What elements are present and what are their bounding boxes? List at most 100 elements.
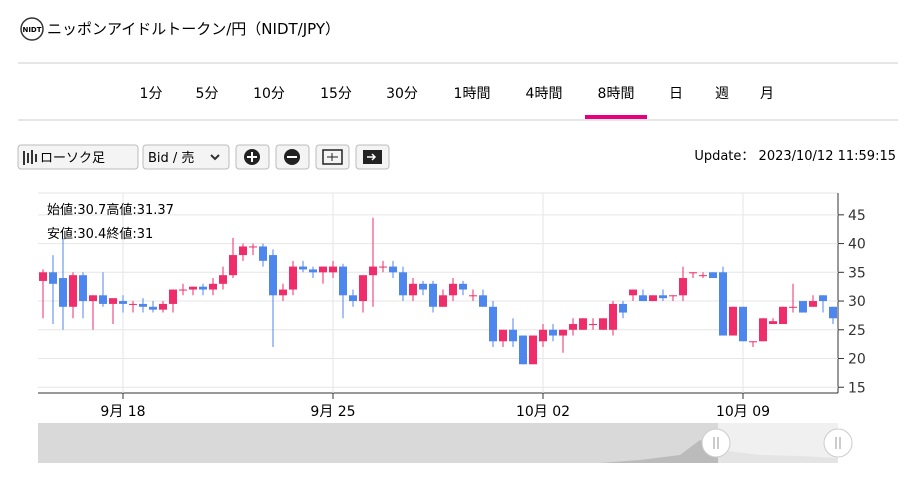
candle-body	[539, 329, 547, 342]
candle-body	[119, 301, 127, 304]
timeframe-tab[interactable]: 5分	[196, 86, 219, 102]
candle-body	[289, 266, 297, 290]
candle-body	[59, 278, 67, 307]
ohlc-line: 始値:30.7高値:31.37	[47, 202, 174, 218]
y-tick-label: 25	[848, 323, 866, 339]
plot: 15 20 25 30 35 40 45 9月 18 9月 25 10月 02 10月 09	[38, 193, 866, 420]
candle-body	[249, 246, 257, 248]
candle-body	[449, 283, 457, 296]
candle-body	[609, 303, 617, 330]
ohlc-line: 安値:30.4終値:31	[47, 226, 153, 242]
candle-body	[269, 255, 277, 296]
chart-type-select[interactable]	[17, 144, 139, 170]
candle-body	[99, 295, 107, 304]
zoom-in-button[interactable]	[235, 144, 270, 170]
timeframe-bar: 1分 5分 10分 15分 30分 1時間 4時間 8時間 日 週 月	[140, 86, 774, 119]
candle-body	[299, 266, 307, 270]
candle-body	[419, 283, 427, 290]
candle-body	[229, 255, 237, 276]
candle-body	[459, 283, 467, 290]
y-tick-label: 40	[848, 237, 866, 253]
update-time: Update： 2023/10/12 11:59:15	[694, 149, 896, 164]
logo	[20, 17, 44, 41]
zoom-out-button[interactable]	[275, 144, 310, 170]
navigator-handle[interactable]	[823, 428, 853, 458]
candle-body	[209, 283, 217, 290]
candle-body	[309, 269, 317, 273]
candle-body	[389, 266, 397, 273]
candle-body	[489, 306, 497, 342]
candle-body	[829, 306, 837, 319]
candle-body	[149, 306, 157, 310]
y-tick-label: 15	[848, 380, 866, 396]
candle-body	[649, 295, 657, 302]
fit-button[interactable]	[315, 144, 350, 170]
candle-body	[279, 289, 287, 296]
timeframe-tab[interactable]: 15分	[320, 86, 352, 102]
update-value: 2023/10/12 11:59:15	[759, 149, 896, 164]
candle-body	[549, 329, 557, 336]
candle-body	[49, 272, 57, 284]
candle-body	[529, 335, 537, 365]
candle-body	[689, 272, 697, 274]
candle-body	[499, 329, 507, 342]
active-tab-indicator	[585, 115, 647, 119]
candle-body	[559, 329, 567, 336]
candle-body	[429, 283, 437, 307]
candle-body	[819, 295, 827, 302]
candle-body	[169, 289, 177, 304]
page-title: ニッポンアイドルトークン/円（NIDT/JPY）	[47, 20, 340, 38]
y-tick-label: 35	[848, 265, 866, 281]
navigator-window[interactable]	[718, 423, 838, 463]
candle-body	[769, 321, 777, 325]
timeframe-tab[interactable]: 日	[669, 86, 683, 102]
candle-icon	[23, 150, 37, 165]
candle-body	[89, 295, 97, 302]
handle-grip	[713, 437, 841, 449]
y-tick-label: 20	[848, 352, 866, 368]
y-tick-label: 30	[848, 294, 866, 310]
candle-body	[809, 301, 817, 307]
update-label: Update：	[694, 149, 754, 164]
timeframe-tab[interactable]: 4時間	[526, 86, 563, 102]
timeframe-tab[interactable]: 10分	[253, 86, 285, 102]
chart-type-label: ローソク足	[40, 151, 105, 166]
candle-body	[259, 246, 267, 261]
candle-body	[189, 286, 197, 290]
timeframe-tab[interactable]: 30分	[386, 86, 418, 102]
candle-body	[179, 289, 187, 291]
candle-body	[709, 272, 717, 279]
dropdown-arrow	[210, 154, 220, 161]
candle-body	[759, 318, 767, 342]
candle-body	[219, 275, 227, 284]
candle-body	[329, 266, 337, 273]
candle-body	[409, 283, 417, 296]
candle-body	[699, 275, 707, 277]
timeframe-tab[interactable]: 1時間	[454, 86, 491, 102]
candle-body	[509, 329, 517, 342]
timeframe-tab[interactable]: 週	[715, 86, 729, 102]
candle-body	[109, 298, 117, 304]
candle-body	[439, 295, 447, 307]
candle-body	[399, 272, 407, 296]
logo-text: NIDT	[22, 26, 41, 34]
timeframe-tab[interactable]: 月	[760, 86, 774, 102]
timeframe-tab[interactable]: 1分	[140, 86, 163, 102]
price-select[interactable]	[142, 144, 230, 170]
candle-body	[579, 318, 587, 330]
candle-body	[129, 303, 137, 305]
candle-body	[139, 303, 147, 307]
candle-body	[369, 266, 377, 276]
navigator-handle[interactable]	[701, 428, 731, 458]
candle-body	[479, 295, 487, 307]
candle-body	[639, 295, 647, 302]
candle-body	[659, 295, 667, 299]
candle-body	[589, 324, 597, 326]
x-tick-label: 10月 09	[716, 404, 770, 420]
timeframe-tab[interactable]: 8時間	[598, 86, 635, 102]
latest-button[interactable]	[355, 144, 390, 170]
candle-body	[739, 306, 747, 342]
candle-body	[379, 266, 387, 268]
